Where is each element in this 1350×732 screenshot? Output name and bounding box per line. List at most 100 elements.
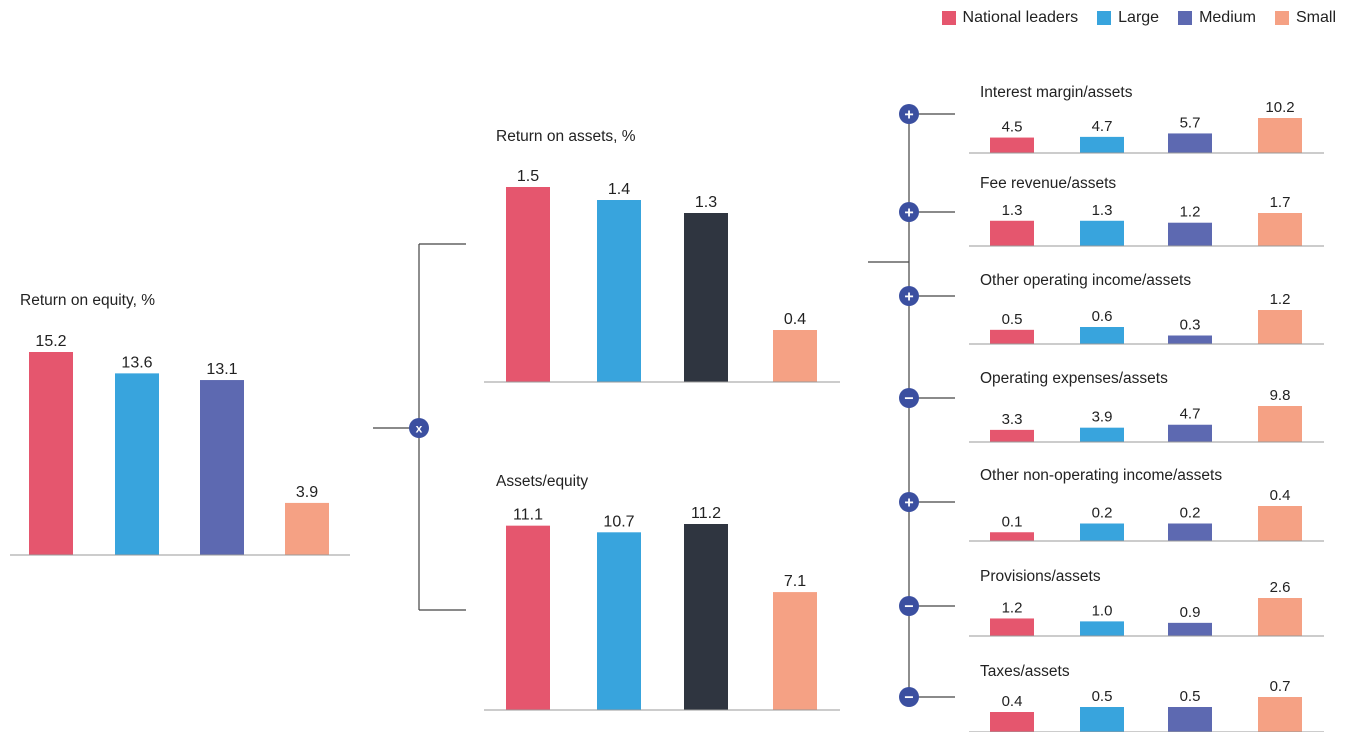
chart-title-tax: Taxes/assets — [980, 663, 1070, 680]
bar-opex — [990, 429, 1034, 442]
legend-swatch — [1274, 11, 1289, 25]
value-label-ooi: 0.5 — [1002, 311, 1023, 328]
legend-item-small: Small — [1274, 9, 1336, 27]
bar-ooi — [1258, 310, 1302, 344]
legend-swatch — [941, 11, 956, 25]
legend-swatch — [1178, 11, 1193, 25]
value-label-noi: 0.2 — [1180, 505, 1201, 522]
multiply-symbol: x — [416, 422, 423, 436]
value-label-prov: 1.0 — [1092, 602, 1113, 619]
bar-roa — [684, 213, 728, 382]
minus-icon — [899, 596, 919, 616]
value-label-fee: 1.3 — [1002, 202, 1023, 219]
value-label-roa: 1.5 — [517, 168, 539, 185]
bar-fee — [1258, 213, 1302, 246]
value-label-roe: 13.6 — [121, 354, 152, 371]
value-label-tax: 0.5 — [1092, 688, 1113, 705]
chart-title-fee: Fee revenue/assets — [980, 175, 1116, 192]
legend-item-medium: Medium — [1178, 9, 1256, 27]
value-label-roe: 13.1 — [206, 361, 237, 378]
bar-ae — [684, 524, 728, 710]
value-label-opex: 4.7 — [1180, 406, 1201, 423]
bar-roa — [597, 200, 641, 382]
plus-symbol: + — [904, 289, 913, 306]
value-label-int: 4.5 — [1002, 119, 1023, 136]
value-label-tax: 0.4 — [1002, 693, 1023, 710]
bar-opex — [1080, 427, 1124, 442]
bar-fee — [990, 220, 1034, 246]
minus-symbol: − — [904, 599, 913, 616]
value-label-ooi: 1.2 — [1270, 291, 1291, 308]
value-label-roa: 1.4 — [608, 181, 630, 198]
bar-int — [1258, 118, 1302, 153]
value-label-ooi: 0.3 — [1180, 317, 1201, 334]
legend-item-national-leaders: National leaders — [941, 9, 1079, 27]
chart-title-int: Interest margin/assets — [980, 84, 1133, 101]
chart-title-roe: Return on equity, % — [20, 292, 155, 309]
legend-item-large: Large — [1097, 9, 1159, 27]
bar-roa — [506, 187, 550, 382]
value-label-roa: 0.4 — [784, 311, 806, 328]
bar-fee — [1168, 222, 1212, 246]
legend-swatch — [1097, 11, 1112, 25]
chart-title-ooi: Other operating income/assets — [980, 272, 1191, 289]
value-label-opex: 3.3 — [1002, 411, 1023, 428]
value-label-prov: 0.9 — [1180, 604, 1201, 621]
value-label-fee: 1.3 — [1092, 202, 1113, 219]
minus-icon — [899, 388, 919, 408]
plus-icon — [899, 202, 919, 222]
minus-symbol: − — [904, 690, 913, 707]
bar-opex — [1258, 406, 1302, 442]
value-label-prov: 1.2 — [1002, 599, 1023, 616]
value-label-noi: 0.2 — [1092, 505, 1113, 522]
bar-int — [990, 137, 1034, 153]
value-label-ae: 10.7 — [603, 513, 634, 530]
value-label-prov: 2.6 — [1270, 579, 1291, 596]
bar-fee — [1080, 220, 1124, 246]
bar-tax — [1258, 697, 1302, 732]
bar-ae — [773, 592, 817, 710]
bar-roe — [285, 502, 329, 555]
legend-label: Medium — [1199, 9, 1256, 26]
bar-tax — [1080, 707, 1124, 732]
bar-ae — [506, 525, 550, 710]
bar-noi — [1168, 523, 1212, 541]
bar-prov — [1168, 622, 1212, 636]
value-label-tax: 0.7 — [1270, 678, 1291, 695]
multiply-icon — [409, 418, 429, 438]
value-label-ae: 7.1 — [784, 573, 806, 590]
bar-opex — [1168, 424, 1212, 442]
value-label-noi: 0.1 — [1002, 513, 1023, 530]
value-label-int: 5.7 — [1180, 114, 1201, 131]
bar-noi — [990, 532, 1034, 541]
bar-noi — [1258, 506, 1302, 541]
chart-title-ae: Assets/equity — [496, 473, 588, 490]
bar-prov — [990, 618, 1034, 636]
bar-roe — [200, 380, 244, 555]
value-label-int: 10.2 — [1265, 99, 1294, 116]
bar-tax — [990, 712, 1034, 732]
bar-prov — [1258, 598, 1302, 636]
bar-ooi — [1080, 327, 1124, 344]
legend-label: National leaders — [962, 9, 1079, 26]
value-label-int: 4.7 — [1092, 118, 1113, 135]
value-label-ae: 11.2 — [691, 505, 721, 522]
value-label-roe: 3.9 — [296, 484, 318, 501]
value-label-tax: 0.5 — [1180, 688, 1201, 705]
legend: National leaders Large Medium Small — [941, 9, 1336, 27]
bar-int — [1080, 136, 1124, 153]
chart-title-prov: Provisions/assets — [980, 568, 1101, 585]
value-label-roa: 1.3 — [695, 194, 717, 211]
bar-ooi — [1168, 335, 1212, 344]
minus-symbol: − — [904, 391, 913, 408]
minus-icon — [899, 687, 919, 707]
chart-title-roa: Return on assets, % — [496, 128, 636, 145]
plus-icon — [899, 104, 919, 124]
plus-symbol: + — [904, 205, 913, 222]
value-label-fee: 1.2 — [1180, 204, 1201, 221]
bar-prov — [1080, 621, 1124, 636]
bar-int — [1168, 133, 1212, 153]
value-label-opex: 3.9 — [1092, 409, 1113, 426]
value-label-fee: 1.7 — [1270, 194, 1291, 211]
